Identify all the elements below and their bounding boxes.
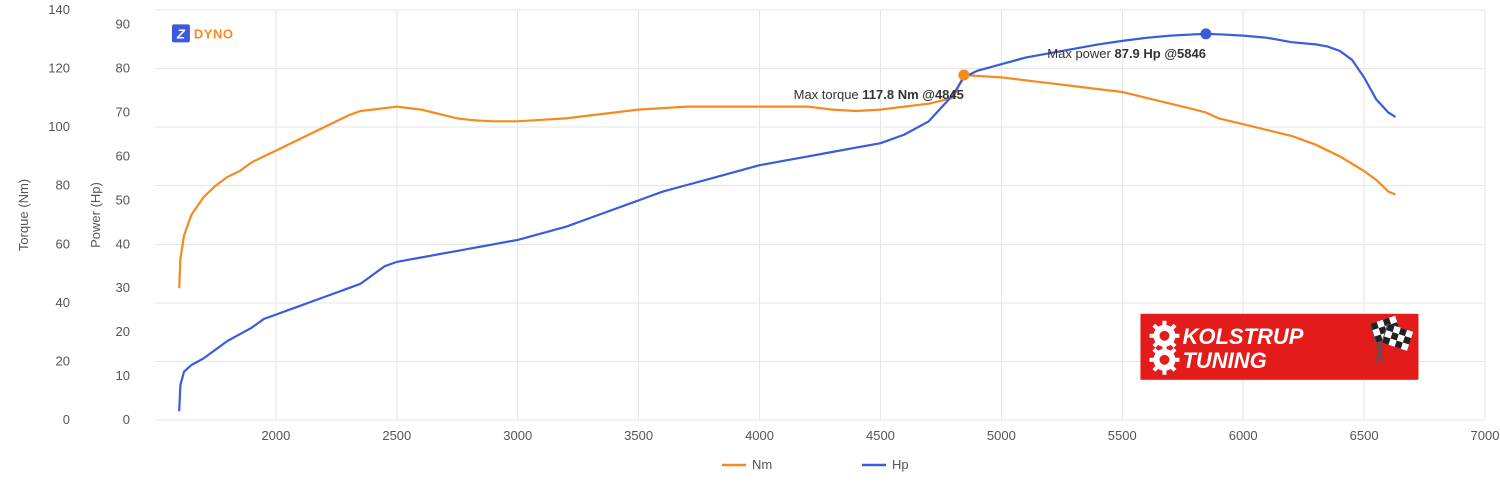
kolstrup-logo: KOLSTRUPTUNING: [1140, 314, 1418, 380]
y-right-tick-label: 20: [116, 324, 130, 339]
legend-label-nm: Nm: [752, 457, 772, 472]
x-tick-label: 4000: [745, 428, 774, 443]
y-right-tick-label: 70: [116, 104, 130, 119]
y-left-tick-label: 140: [48, 2, 70, 17]
svg-text:KOLSTRUP: KOLSTRUP: [1182, 324, 1303, 349]
legend-label-hp: Hp: [892, 457, 909, 472]
y-left-tick-label: 80: [56, 178, 70, 193]
y-left-tick-label: 100: [48, 119, 70, 134]
x-tick-label: 3500: [624, 428, 653, 443]
y-right-tick-label: 0: [123, 412, 130, 427]
y-right-tick-label: 30: [116, 280, 130, 295]
x-tick-label: 7000: [1471, 428, 1500, 443]
y-right-tick-label: 90: [116, 17, 130, 32]
y-right-tick-label: 80: [116, 61, 130, 76]
y-left-tick-label: 0: [63, 412, 70, 427]
svg-text:Z: Z: [176, 26, 186, 41]
y-left-tick-label: 60: [56, 236, 70, 251]
chart-bg: [0, 0, 1500, 500]
y-left-axis-label: Torque (Nm): [16, 179, 31, 251]
marker-nm: [958, 70, 969, 81]
dyno-chart: 2000250030003500400045005000550060006500…: [0, 0, 1500, 500]
y-left-tick-label: 40: [56, 295, 70, 310]
marker-hp: [1200, 28, 1211, 39]
x-tick-label: 6500: [1350, 428, 1379, 443]
y-right-tick-label: 10: [116, 368, 130, 383]
x-tick-label: 5000: [987, 428, 1016, 443]
y-right-axis-label: Power (Hp): [88, 182, 103, 248]
x-tick-label: 2000: [261, 428, 290, 443]
x-tick-label: 3000: [503, 428, 532, 443]
y-left-tick-label: 120: [48, 61, 70, 76]
x-tick-label: 4500: [866, 428, 895, 443]
annotation-nm: Max torque 117.8 Nm @4845: [794, 87, 964, 102]
x-tick-label: 6000: [1229, 428, 1258, 443]
svg-text:DYNO: DYNO: [194, 26, 234, 41]
y-right-tick-label: 40: [116, 236, 130, 251]
dyno-logo: Z DYNO: [172, 24, 234, 42]
x-tick-label: 5500: [1108, 428, 1137, 443]
annotation-hp: Max power 87.9 Hp @5846: [1047, 46, 1206, 61]
y-left-tick-label: 20: [56, 353, 70, 368]
y-right-tick-label: 60: [116, 148, 130, 163]
x-tick-label: 2500: [382, 428, 411, 443]
svg-text:TUNING: TUNING: [1182, 348, 1266, 373]
y-right-tick-label: 50: [116, 192, 130, 207]
chart-svg: 2000250030003500400045005000550060006500…: [0, 0, 1500, 500]
